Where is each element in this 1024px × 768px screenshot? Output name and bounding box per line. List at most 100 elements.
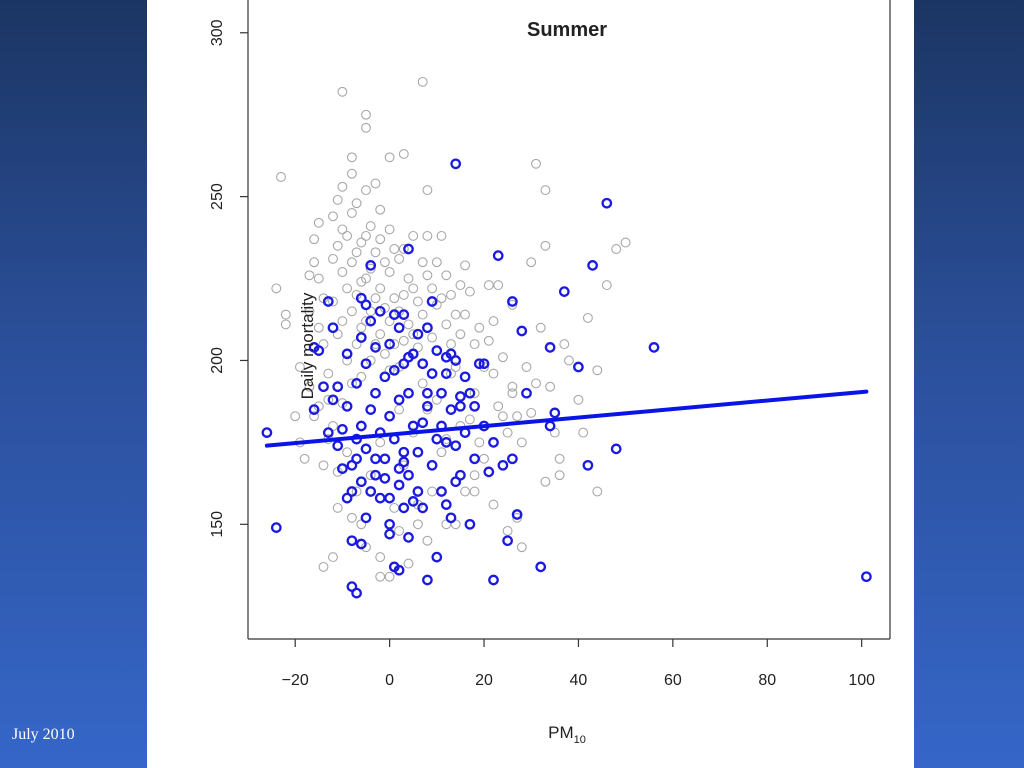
data-point — [375, 437, 386, 448]
data-point — [355, 332, 367, 343]
data-point — [346, 208, 357, 218]
data-point — [540, 476, 551, 487]
data-point — [328, 211, 338, 222]
data-point — [332, 502, 343, 513]
data-point — [422, 387, 433, 399]
data-point — [374, 305, 386, 317]
data-point — [276, 172, 286, 182]
data-point — [328, 253, 338, 264]
data-point — [375, 283, 386, 294]
data-point — [422, 574, 433, 586]
data-point — [861, 571, 872, 583]
data-point — [431, 551, 443, 563]
data-point — [403, 532, 414, 543]
data-point — [351, 486, 362, 497]
data-point — [375, 204, 386, 215]
data-point — [412, 486, 424, 497]
data-point — [370, 453, 381, 465]
data-point — [412, 519, 423, 530]
data-point — [422, 404, 433, 415]
data-point — [455, 280, 466, 291]
data-point — [554, 453, 565, 464]
data-point — [332, 440, 344, 452]
data-point — [464, 414, 475, 425]
data-point — [375, 329, 386, 340]
data-point — [370, 387, 381, 399]
data-point — [426, 459, 438, 471]
data-point — [620, 237, 631, 248]
data-point — [379, 371, 391, 383]
data-point — [540, 240, 551, 251]
y-tick-label: 150 — [209, 511, 226, 538]
data-point — [322, 296, 334, 307]
data-point — [459, 371, 471, 383]
data-point — [361, 122, 371, 133]
data-point — [398, 289, 409, 300]
fit-line — [264, 389, 869, 448]
data-point — [417, 257, 428, 268]
data-point — [384, 152, 395, 163]
data-point — [398, 149, 409, 159]
data-point — [384, 338, 395, 350]
data-point — [318, 381, 329, 393]
data-point — [351, 587, 362, 599]
data-point — [332, 240, 343, 251]
data-point — [531, 158, 541, 169]
data-point — [355, 476, 367, 488]
data-point — [398, 446, 410, 458]
data-point — [479, 453, 489, 464]
x-tick-label: 100 — [848, 672, 875, 689]
data-point — [592, 486, 603, 497]
x-axis-title: PM10 — [548, 723, 586, 746]
data-point — [351, 247, 362, 258]
data-point — [384, 528, 395, 540]
data-point — [294, 362, 305, 372]
data-point — [389, 502, 400, 513]
data-point — [341, 348, 353, 360]
data-point — [464, 387, 476, 399]
data-point — [417, 502, 429, 514]
data-point — [365, 486, 377, 497]
data-point — [408, 283, 419, 294]
data-point — [440, 499, 452, 510]
data-point — [342, 230, 353, 241]
data-point — [407, 496, 419, 507]
data-point — [351, 378, 362, 389]
data-point — [488, 499, 499, 510]
data-point — [469, 388, 480, 399]
data-point — [355, 420, 367, 432]
data-point — [469, 486, 480, 497]
data-point — [507, 381, 518, 392]
data-point — [526, 407, 537, 418]
data-point — [436, 447, 447, 458]
data-point — [440, 351, 452, 363]
data-point — [431, 345, 443, 356]
data-point — [544, 342, 556, 353]
data-point — [384, 410, 395, 422]
y-axis-title: Daily mortality — [298, 292, 317, 399]
data-point — [365, 263, 376, 274]
data-point — [328, 296, 338, 307]
plot-frame — [247, 0, 891, 640]
data-point — [337, 224, 348, 235]
data-point — [427, 283, 438, 294]
data-point — [497, 352, 508, 363]
chart-title: Summer — [527, 19, 607, 41]
data-point — [403, 558, 414, 569]
data-point — [511, 509, 523, 520]
data-point — [356, 322, 367, 333]
data-point — [427, 486, 438, 497]
data-point — [360, 358, 372, 370]
data-point — [304, 270, 315, 281]
data-point — [323, 368, 334, 379]
data-point — [398, 244, 409, 254]
data-point — [370, 469, 381, 481]
data-point — [483, 335, 494, 346]
data-point — [313, 345, 325, 356]
data-point — [327, 322, 339, 334]
data-point — [417, 76, 428, 87]
data-point — [403, 273, 414, 284]
data-point — [412, 446, 424, 458]
data-point — [488, 368, 499, 379]
